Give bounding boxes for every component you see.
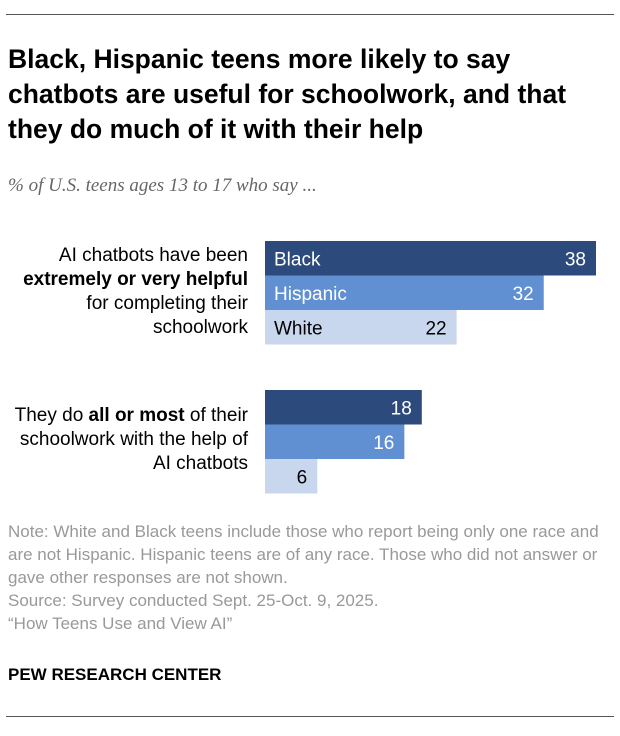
bar-chart: 38 Black 18 32 Hispanic 16 22 White 6	[265, 241, 596, 494]
category-label-part: all or most	[88, 405, 185, 426]
chart-note: Note: White and Black teens include thos…	[8, 520, 613, 635]
data-label: 32	[513, 284, 534, 305]
bar-black	[265, 390, 422, 425]
data-label: 22	[425, 318, 446, 339]
category-label-part: for completing their schoolwork	[86, 293, 248, 338]
data-label: 38	[565, 249, 586, 270]
bottom-rule	[6, 716, 614, 717]
report-text: “How Teens Use and View AI”	[8, 614, 233, 633]
data-label: 16	[373, 433, 394, 454]
category-label-part: AI chatbots have been	[58, 245, 248, 266]
category-label: AI chatbots have been extremely or very …	[0, 244, 248, 340]
data-label: 6	[297, 467, 308, 488]
source-text: Source: Survey conducted Sept. 25-Oct. 9…	[8, 591, 379, 610]
top-rule	[6, 14, 614, 15]
data-label: 18	[391, 398, 412, 419]
bar-hispanic	[265, 275, 544, 310]
bar-white	[265, 310, 457, 345]
category-label-part: extremely or very helpful	[23, 269, 248, 290]
category-label-part: They do	[14, 405, 89, 426]
pew-logo-text: PEW RESEARCH CENTER	[8, 665, 222, 684]
series-label: White	[274, 318, 323, 339]
bar-white	[265, 459, 318, 494]
category-label: They do all or most of their schoolwork …	[0, 404, 248, 476]
bar-black	[265, 241, 596, 276]
chart-title: Black, Hispanic teens more likely to say…	[8, 44, 567, 144]
category-label-part: of their schoolwork with the help of AI …	[19, 405, 248, 474]
note-text: Note: White and Black teens include thos…	[8, 522, 599, 587]
chart-subtitle: % of U.S. teens ages 13 to 17 who say ..…	[8, 175, 317, 196]
series-label: Hispanic	[274, 284, 347, 305]
bar-hispanic	[265, 424, 405, 459]
series-label: Black	[274, 249, 321, 270]
